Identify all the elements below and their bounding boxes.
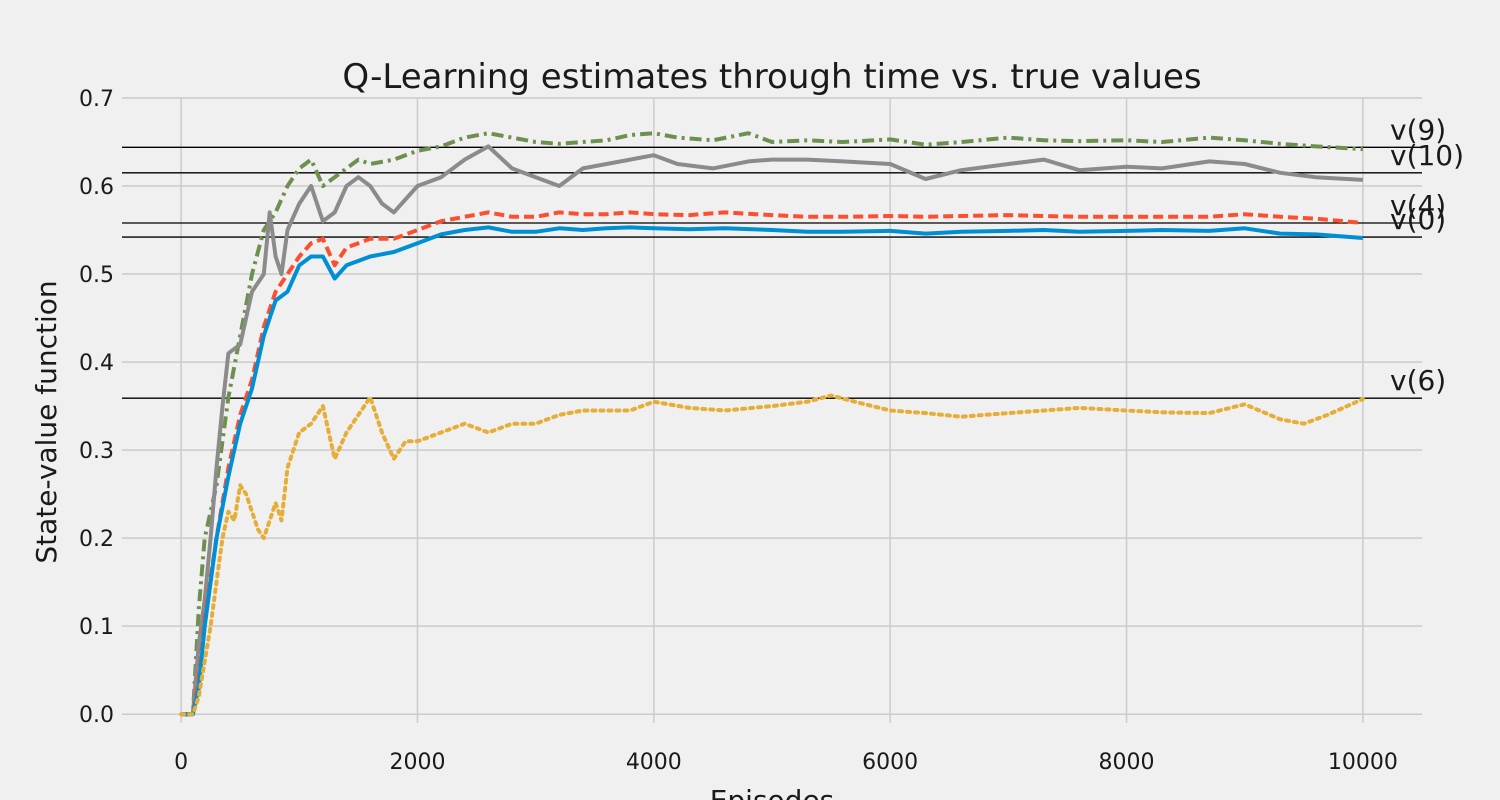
reference-label: v(6) — [1390, 364, 1446, 397]
x-tick-label: 0 — [174, 750, 188, 775]
grid — [122, 97, 1422, 723]
series-line — [181, 131, 1364, 717]
series-line — [179, 393, 1365, 717]
x-tick-label: 4000 — [626, 750, 682, 775]
x-tick-label: 8000 — [1099, 750, 1155, 775]
tick-labels: 0 2000 4000 6000 8000 10000 0.0 0.1 0.2 0.3 0.4 0.5… — [79, 87, 1398, 775]
x-tick-label: 6000 — [862, 750, 918, 775]
x-axis-title: Episodes — [710, 784, 835, 800]
series-line — [181, 144, 1364, 717]
y-tick-label: 0.2 — [79, 527, 114, 552]
y-tick-label: 0.5 — [79, 263, 114, 288]
y-tick-label: 0.7 — [79, 87, 114, 112]
reference-lines — [122, 146, 1422, 399]
y-tick-label: 0.1 — [79, 615, 114, 640]
x-tick-label: 2000 — [389, 750, 445, 775]
y-axis-title: State-value function — [30, 280, 63, 563]
series-group — [179, 131, 1365, 717]
reference-label: v(0) — [1390, 203, 1446, 236]
reference-label: v(10) — [1390, 139, 1464, 172]
y-tick-label: 0.3 — [79, 439, 114, 464]
x-tick-label: 10000 — [1328, 750, 1398, 775]
y-tick-label: 0.6 — [79, 175, 114, 200]
series-line — [181, 225, 1364, 717]
reference-label: v(9) — [1390, 113, 1446, 146]
reference-label: v(4) — [1390, 189, 1446, 222]
reference-labels: v(9)v(10) v(4)v(0) v(6) — [1390, 113, 1464, 397]
y-tick-label: 0.4 — [79, 351, 114, 376]
chart-title: Q-Learning estimates through time vs. tr… — [342, 57, 1201, 97]
y-tick-label: 0.0 — [79, 703, 114, 728]
